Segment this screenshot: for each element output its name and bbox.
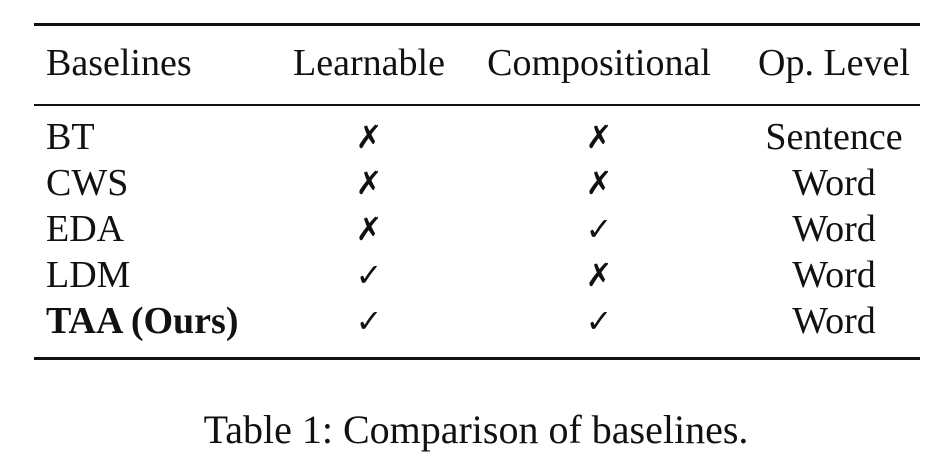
row-baseline-name: LDM (46, 254, 131, 296)
row-op-level: Word (792, 254, 876, 296)
table-caption: Table 1: Comparison of baselines. (203, 407, 749, 452)
table-header-rule (34, 104, 920, 106)
row-baseline-name: BT (46, 116, 95, 158)
row-baseline-name-ours: TAA (Ours) (46, 300, 239, 342)
compositional-check-mark: ✓ (585, 210, 613, 248)
learnable-cross-mark: ✗ (355, 164, 383, 202)
compositional-check-mark: ✓ (585, 302, 613, 340)
table-bottom-rule (34, 357, 920, 360)
row-op-level: Word (792, 162, 876, 204)
learnable-cross-mark: ✗ (355, 210, 383, 248)
compositional-cross-mark: ✗ (585, 118, 613, 156)
row-op-level: Sentence (765, 116, 903, 158)
header-baselines: Baselines (46, 42, 192, 84)
learnable-check-mark: ✓ (355, 256, 383, 294)
row-baseline-name: CWS (46, 162, 129, 204)
header-op-level: Op. Level (758, 42, 910, 84)
row-op-level: Word (792, 300, 876, 342)
compositional-cross-mark: ✗ (585, 256, 613, 294)
row-op-level: Word (792, 208, 876, 250)
header-learnable: Learnable (293, 42, 445, 84)
learnable-cross-mark: ✗ (355, 118, 383, 156)
row-baseline-name: EDA (46, 208, 125, 250)
header-compositional: Compositional (487, 42, 711, 84)
compositional-cross-mark: ✗ (585, 164, 613, 202)
table-top-rule (34, 23, 920, 26)
learnable-check-mark: ✓ (355, 302, 383, 340)
